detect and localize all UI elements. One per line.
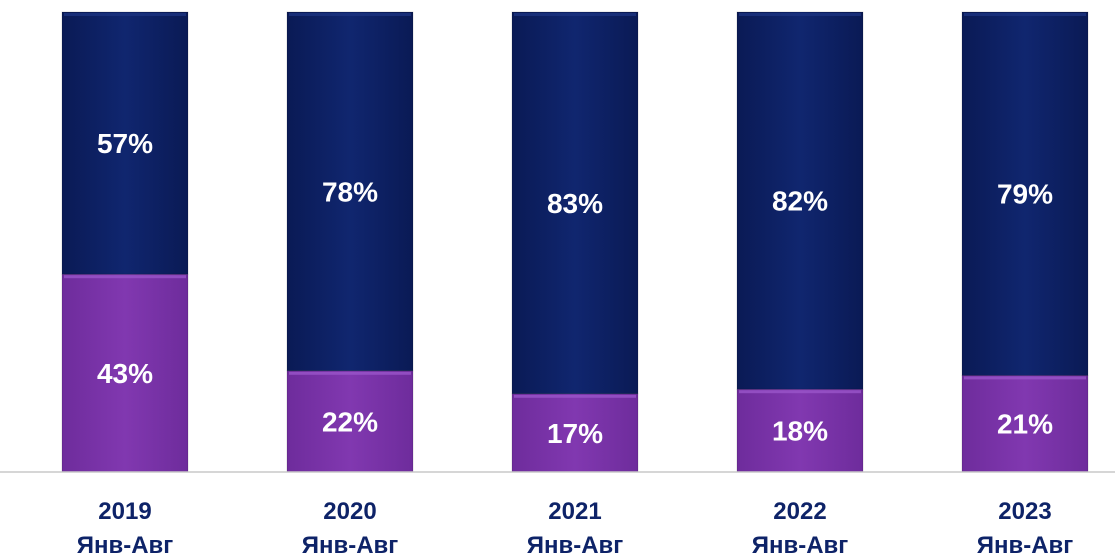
x-tick-label-year: 2019 bbox=[98, 498, 151, 525]
bar-segment-2019-series-1 bbox=[61, 273, 189, 473]
bar-segment-2022-series-2 bbox=[736, 11, 864, 390]
bar-segment-highlight bbox=[64, 13, 186, 16]
x-tick-label-year: 2023 bbox=[998, 498, 1051, 525]
data-label-2019-series-1: 43% bbox=[97, 358, 153, 389]
bar-segment-highlight bbox=[739, 390, 861, 394]
x-tick-label-period: Янв-Авг bbox=[977, 532, 1074, 558]
bar-segment-highlight bbox=[964, 13, 1086, 16]
data-label-2021-series-2: 83% bbox=[547, 188, 603, 219]
x-tick-label-year: 2022 bbox=[773, 498, 826, 525]
data-label-2023-series-2: 79% bbox=[997, 179, 1053, 210]
x-tick-label-year: 2021 bbox=[548, 498, 601, 525]
bar-segment-highlight bbox=[514, 394, 636, 398]
bar-segment-2022-series-1 bbox=[736, 388, 864, 473]
x-tick-label-period: Янв-Авг bbox=[527, 532, 624, 558]
data-label-2022-series-1: 18% bbox=[772, 416, 828, 447]
bar-segment-2020-series-2 bbox=[286, 11, 414, 372]
bar-segment-2023-series-2 bbox=[961, 11, 1089, 376]
bar-segment-highlight bbox=[64, 275, 186, 279]
x-tick-label-period: Янв-Авг bbox=[77, 532, 174, 558]
data-label-2022-series-2: 82% bbox=[772, 186, 828, 217]
bar-segment-2021-series-2 bbox=[511, 11, 639, 395]
labels-layer: 43% 57% 2019 Янв-Авг 22% 78% 2020 Янв-Авг 17% 83%… bbox=[77, 128, 1074, 558]
data-label-2020-series-2: 78% bbox=[322, 176, 378, 207]
data-label-2023-series-1: 21% bbox=[997, 409, 1053, 440]
data-label-2020-series-1: 22% bbox=[322, 406, 378, 437]
bar-segment-highlight bbox=[289, 371, 411, 375]
x-tick-label-period: Янв-Авг bbox=[302, 532, 399, 558]
bar-segment-highlight bbox=[514, 13, 636, 16]
bar-segment-2021-series-1 bbox=[511, 393, 639, 473]
x-tick-label-period: Янв-Авг bbox=[752, 532, 849, 558]
bar-segment-highlight bbox=[289, 13, 411, 16]
bar-segment-2019-series-2 bbox=[61, 11, 189, 275]
data-label-2021-series-1: 17% bbox=[547, 418, 603, 449]
bar-segment-highlight bbox=[739, 13, 861, 16]
x-tick-label-year: 2020 bbox=[323, 498, 376, 525]
bars-layer bbox=[61, 11, 1089, 473]
bar-segment-highlight bbox=[964, 376, 1086, 380]
data-label-2019-series-2: 57% bbox=[97, 128, 153, 159]
